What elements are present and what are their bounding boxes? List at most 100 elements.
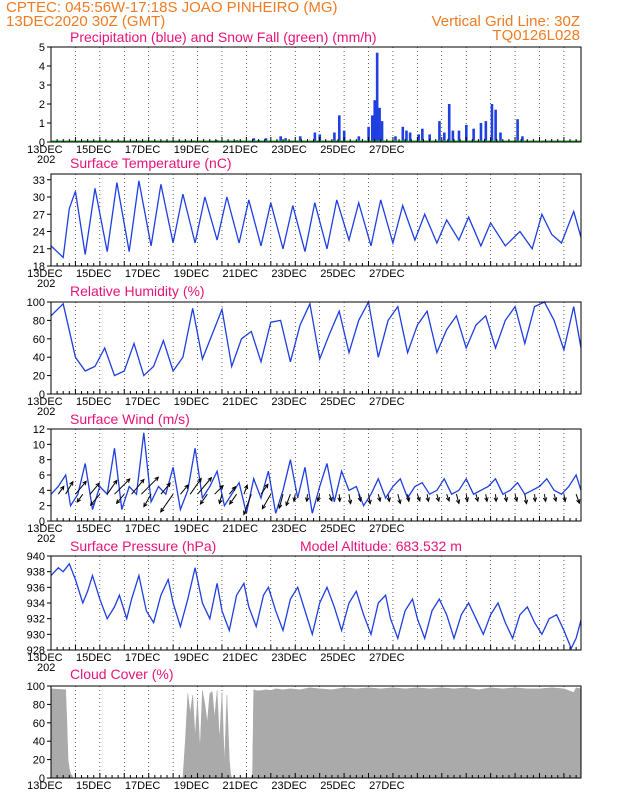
y-tick-label: 0 — [39, 516, 45, 528]
temp-line — [50, 180, 582, 259]
y-tick-label: 4 — [39, 485, 45, 497]
y-tick-label: 934 — [27, 598, 45, 610]
wind-arrowhead — [261, 504, 266, 510]
wind-arrow — [387, 494, 390, 502]
precip-bar — [284, 138, 287, 142]
wind-arrowhead — [337, 497, 342, 503]
precip-bar — [394, 136, 397, 142]
wind-arrowhead — [386, 497, 391, 503]
wind-arrow — [214, 485, 224, 495]
precip-bar — [401, 126, 405, 142]
wind-arrow — [348, 494, 352, 504]
precip-bar — [447, 104, 451, 142]
x-tick-label: 17DEC — [125, 652, 161, 664]
wind-arrow — [436, 494, 440, 502]
panel-wind: 0 2 4 6 8 10 12 13DEC 15DEC 17DEC 19DEC 21DEC 23DEC 2… — [27, 411, 582, 545]
x-tick-label: 25DEC — [320, 780, 356, 792]
x-tick-label: 19DEC — [174, 396, 210, 408]
y-tick-label: 24 — [33, 227, 45, 239]
wind-arrow — [553, 494, 557, 502]
wind-arrow — [397, 494, 401, 504]
precip-bar — [367, 126, 370, 142]
wind-arrowhead — [445, 496, 450, 502]
wind-arrow — [90, 493, 101, 506]
x-tick-label: 15DEC — [76, 652, 112, 664]
wind-arrow — [180, 484, 189, 495]
wind-arrowhead — [316, 497, 321, 503]
wind-arrowhead — [243, 510, 248, 516]
x-tick-label: 17DEC — [125, 144, 161, 156]
y-tick-label: 40 — [33, 352, 45, 364]
wind-arrow — [514, 494, 518, 502]
x-tick-label: 27DEC — [369, 523, 405, 535]
precip-bar — [378, 107, 381, 142]
wind-arrow — [228, 486, 236, 495]
y-tick-label: 60 — [33, 718, 45, 730]
y-tick-label: 1 — [39, 118, 45, 130]
wind-arrow — [75, 480, 87, 495]
panel-cloud: 0 20 40 60 80 100 13DEC 15DEC 17DEC 19DEC 21DEC 23D… — [27, 666, 582, 792]
x-tick-label: 21DEC — [223, 523, 259, 535]
wind-arrowhead — [231, 485, 237, 491]
wind-arrow — [131, 479, 145, 495]
y-tick-label: 60 — [33, 334, 45, 346]
wind-arrowhead — [184, 484, 189, 490]
wind-arrowhead — [95, 482, 101, 488]
wind-arrowhead — [406, 497, 411, 503]
x-tick-label: 27DEC — [369, 396, 405, 408]
wind-arrowhead — [328, 496, 333, 502]
wind-arrowhead — [513, 497, 519, 503]
precip-bar — [428, 134, 431, 142]
y-tick-label: 0 — [39, 137, 45, 149]
y-tick-label: 20 — [33, 755, 45, 767]
wind-arrow — [260, 484, 269, 495]
y-tick-label: 5 — [39, 42, 45, 54]
wind-arrowhead — [553, 497, 558, 503]
wind-arrowhead — [207, 476, 213, 482]
wind-arrow — [278, 494, 284, 509]
precip-bar — [438, 121, 441, 142]
wind-arrow — [229, 493, 238, 505]
x-tick-label: 27DEC — [369, 780, 405, 792]
wind-arrowhead — [160, 507, 165, 513]
header-model-code: TQ0126L028 — [492, 27, 580, 44]
wind-arrow — [261, 493, 272, 509]
rh-line — [50, 300, 582, 377]
header-station: CPTEC: 045:56W-17:18S JOAO PINHEIRO (MG) — [6, 0, 337, 16]
y-tick-label: 80 — [33, 699, 45, 711]
y-tick-label: 100 — [27, 681, 45, 693]
wind-arrow — [293, 494, 296, 502]
x-tick-label: 15DEC — [76, 523, 112, 535]
x-year-label: 202 — [37, 154, 55, 166]
wind-arrowhead — [278, 504, 283, 510]
wind-arrowhead — [474, 497, 480, 503]
panel-title: Surface Pressure (hPa) — [70, 538, 216, 554]
wind-arrowhead — [425, 497, 430, 503]
wind-arrow — [160, 493, 174, 513]
x-tick-label: 13DEC — [27, 652, 63, 664]
wind-arrow — [358, 494, 362, 502]
x-tick-label: 17DEC — [125, 396, 161, 408]
wind-arrowhead — [166, 482, 171, 488]
x-tick-label: 13DEC — [27, 144, 63, 156]
x-tick-label: 19DEC — [174, 780, 210, 792]
wind-arrowhead — [435, 497, 440, 503]
y-tick-label: 12 — [33, 424, 45, 436]
x-tick-label: 27DEC — [369, 268, 405, 280]
wind-arrow — [455, 494, 460, 504]
y-tick-label: 30 — [33, 192, 45, 204]
wind-arrowhead — [218, 499, 223, 505]
x-year-label: 202 — [37, 533, 55, 545]
y-tick-label: 936 — [27, 582, 45, 594]
wind-arrowhead — [347, 499, 353, 505]
panel-title: Surface Wind (m/s) — [70, 411, 190, 427]
precip-bar — [405, 130, 408, 142]
x-tick-label: 13DEC — [27, 396, 63, 408]
y-tick-label: 928 — [27, 645, 45, 657]
wind-arrowhead — [76, 498, 81, 503]
precip-bar — [521, 136, 524, 142]
panel-rh: 0 20 40 60 80 100 13DEC 15DEC 17DEC 19DEC 21DEC 23D… — [27, 283, 582, 418]
precip-bar — [333, 132, 336, 142]
precip-bar — [252, 138, 256, 142]
